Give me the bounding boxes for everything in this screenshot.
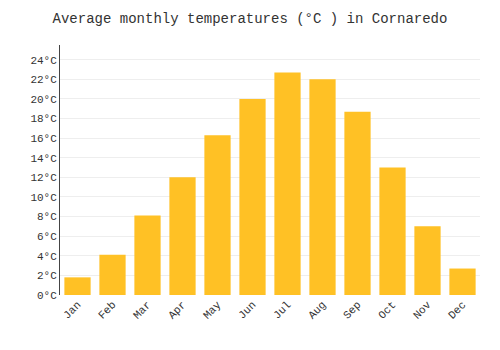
svg-text:Jan: Jan: [61, 299, 83, 321]
svg-text:12°C: 12°C: [30, 172, 57, 184]
svg-text:6°C: 6°C: [37, 231, 57, 243]
svg-text:22°C: 22°C: [30, 74, 57, 86]
svg-text:Sep: Sep: [341, 299, 363, 321]
svg-text:20°C: 20°C: [30, 94, 57, 106]
svg-text:Feb: Feb: [96, 299, 118, 321]
svg-text:2°C: 2°C: [37, 270, 57, 282]
svg-text:4°C: 4°C: [37, 251, 57, 263]
svg-text:8°C: 8°C: [37, 211, 57, 223]
svg-text:10°C: 10°C: [30, 192, 57, 204]
svg-text:18°C: 18°C: [30, 113, 57, 125]
svg-text:Average monthly temperatures (: Average monthly temperatures (°C ) in Co…: [53, 11, 448, 27]
svg-text:Mar: Mar: [131, 299, 153, 321]
svg-text:14°C: 14°C: [30, 153, 57, 165]
svg-text:Aug: Aug: [306, 299, 328, 321]
svg-text:Dec: Dec: [446, 299, 468, 321]
svg-text:Jun: Jun: [236, 299, 258, 321]
svg-text:16°C: 16°C: [30, 133, 57, 145]
svg-text:0°C: 0°C: [37, 290, 57, 302]
svg-text:Nov: Nov: [411, 299, 434, 322]
svg-text:Jul: Jul: [271, 299, 293, 321]
svg-text:Apr: Apr: [166, 299, 188, 321]
svg-text:Oct: Oct: [376, 299, 398, 321]
svg-text:24°C: 24°C: [30, 55, 57, 67]
svg-text:May: May: [201, 299, 224, 322]
